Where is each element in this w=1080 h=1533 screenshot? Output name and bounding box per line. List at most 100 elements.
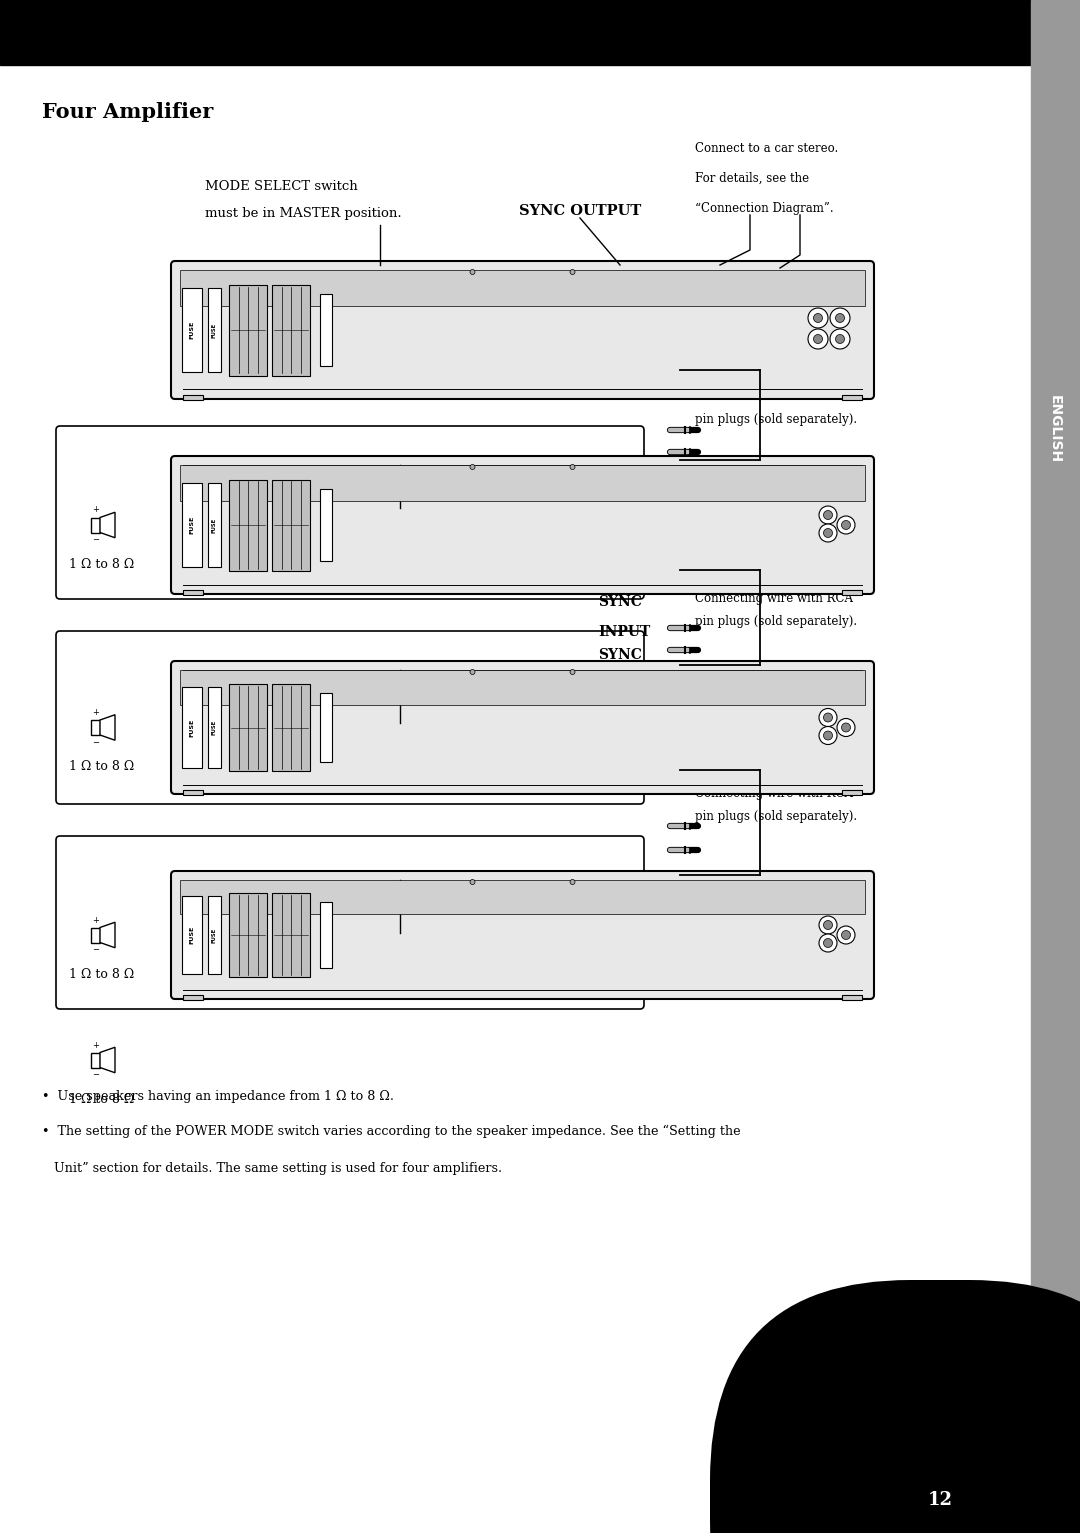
Bar: [272, 684, 310, 771]
Text: 1 Ω to 8 Ω: 1 Ω to 8 Ω: [69, 1093, 135, 1105]
Text: 1 Ω to 8 Ω: 1 Ω to 8 Ω: [69, 760, 135, 774]
Circle shape: [819, 917, 837, 934]
Bar: [320, 901, 332, 967]
Bar: [0, 0, 1031, 64]
Bar: [208, 895, 221, 973]
Text: SYNC INPUT: SYNC INPUT: [700, 665, 806, 679]
Polygon shape: [100, 714, 114, 740]
Circle shape: [819, 934, 837, 952]
Bar: [91, 518, 100, 532]
FancyBboxPatch shape: [710, 1280, 1080, 1533]
Text: must be in SYNC position.: must be in SYNC position.: [230, 495, 405, 507]
Text: Connect to a car stereo.: Connect to a car stereo.: [696, 143, 838, 155]
Circle shape: [470, 880, 475, 885]
Text: FUSE: FUSE: [189, 320, 194, 339]
Circle shape: [819, 506, 837, 524]
Bar: [1031, 0, 1080, 1533]
Text: 12: 12: [928, 1492, 953, 1508]
Text: SYNC OUTPUT: SYNC OUTPUT: [518, 204, 642, 218]
Circle shape: [819, 708, 837, 727]
Bar: [183, 995, 203, 1000]
Text: •  Use speakers having an impedance from 1 Ω to 8 Ω.: • Use speakers having an impedance from …: [42, 1090, 394, 1104]
Text: Connecting wire with RCA: Connecting wire with RCA: [696, 386, 853, 400]
Text: +: +: [92, 1041, 99, 1050]
Bar: [842, 396, 862, 400]
Circle shape: [824, 529, 833, 538]
Circle shape: [824, 713, 833, 722]
Text: must be in MASTER position.: must be in MASTER position.: [205, 207, 402, 221]
Bar: [183, 288, 202, 373]
FancyBboxPatch shape: [171, 661, 874, 794]
Bar: [180, 270, 865, 307]
Circle shape: [470, 270, 475, 274]
Circle shape: [824, 938, 833, 947]
Text: pin plugs (sold separately).: pin plugs (sold separately).: [696, 809, 858, 823]
Circle shape: [819, 727, 837, 745]
Text: MODE SELECT switch: MODE SELECT switch: [230, 892, 382, 904]
Bar: [229, 285, 267, 376]
Text: FUSE: FUSE: [212, 721, 217, 736]
Polygon shape: [100, 512, 114, 538]
Circle shape: [841, 724, 851, 731]
Circle shape: [570, 270, 575, 274]
Text: +: +: [92, 915, 99, 924]
Circle shape: [831, 330, 850, 350]
Bar: [272, 480, 310, 570]
Circle shape: [841, 521, 851, 529]
Bar: [183, 789, 203, 796]
Bar: [842, 995, 862, 1000]
Text: Connecting wire with RCA: Connecting wire with RCA: [696, 786, 853, 800]
Circle shape: [470, 670, 475, 675]
Circle shape: [808, 330, 828, 350]
Circle shape: [808, 308, 828, 328]
Text: 1 Ω to 8 Ω: 1 Ω to 8 Ω: [69, 967, 135, 981]
Text: 1 Ω to 8 Ω: 1 Ω to 8 Ω: [69, 558, 135, 570]
Bar: [842, 789, 862, 796]
Circle shape: [836, 334, 845, 343]
Text: “Connection Diagram”.: “Connection Diagram”.: [696, 202, 834, 215]
Bar: [320, 693, 332, 762]
Text: Four Amplifier: Four Amplifier: [42, 103, 213, 123]
Text: INPUT: INPUT: [598, 625, 650, 639]
Text: −: −: [92, 946, 99, 955]
Bar: [320, 294, 332, 366]
Text: FUSE: FUSE: [212, 927, 217, 943]
Text: OUTPUT: OUTPUT: [598, 673, 665, 687]
Circle shape: [837, 719, 855, 736]
Text: ENGLISH: ENGLISH: [1049, 396, 1062, 463]
Circle shape: [841, 931, 851, 940]
Bar: [229, 894, 267, 977]
Circle shape: [831, 308, 850, 328]
Circle shape: [824, 731, 833, 740]
Bar: [91, 927, 100, 943]
Text: FUSE: FUSE: [212, 322, 217, 337]
Circle shape: [570, 464, 575, 469]
Bar: [91, 1053, 100, 1067]
Bar: [180, 464, 865, 501]
Text: Unit” section for details. The same setting is used for four amplifiers.: Unit” section for details. The same sett…: [42, 1162, 502, 1174]
Text: pin plugs (sold separately).: pin plugs (sold separately).: [696, 412, 858, 426]
Circle shape: [837, 517, 855, 533]
Text: −: −: [92, 737, 99, 747]
Text: FUSE: FUSE: [189, 719, 194, 737]
Polygon shape: [100, 923, 114, 947]
Text: •  The setting of the POWER MODE switch varies according to the speaker impedanc: • The setting of the POWER MODE switch v…: [42, 1125, 741, 1137]
Text: +: +: [92, 708, 99, 717]
Text: must be in SYNC position.: must be in SYNC position.: [230, 920, 405, 934]
Text: MODE SELECT switch: MODE SELECT switch: [230, 468, 382, 480]
Bar: [183, 396, 203, 400]
Circle shape: [836, 314, 845, 322]
Circle shape: [570, 880, 575, 885]
Circle shape: [470, 464, 475, 469]
Circle shape: [813, 334, 823, 343]
Text: SYNC OUTPUT: SYNC OUTPUT: [696, 461, 818, 477]
Text: Connecting wire with RCA: Connecting wire with RCA: [696, 592, 853, 606]
Bar: [208, 687, 221, 768]
FancyBboxPatch shape: [171, 261, 874, 399]
Bar: [91, 721, 100, 734]
Text: +: +: [92, 506, 99, 515]
Bar: [183, 687, 202, 768]
Bar: [180, 670, 865, 705]
Text: −: −: [92, 535, 99, 544]
Circle shape: [570, 670, 575, 675]
